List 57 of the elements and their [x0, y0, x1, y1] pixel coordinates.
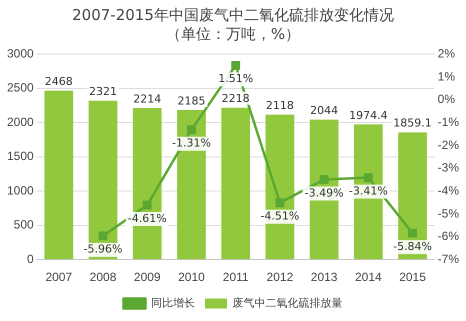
x-tick-label: 2007 — [45, 270, 72, 284]
y2-tick-label: 0% — [438, 92, 456, 106]
data-label: -1.31% — [172, 136, 211, 150]
y-tick-label: 2000 — [6, 114, 34, 129]
data-label: 2218 — [222, 92, 250, 106]
y-tick-label: 2500 — [6, 80, 34, 95]
y-tick-label: 0 — [27, 252, 34, 266]
data-label: -5.96% — [84, 242, 122, 256]
bar — [221, 108, 250, 260]
point — [98, 231, 108, 240]
data-label: 2185 — [177, 94, 206, 108]
legend-label: 同比增长 — [151, 296, 195, 310]
data-label: -3.49% — [304, 186, 344, 200]
point — [275, 198, 284, 208]
data-label: 2214 — [133, 92, 162, 106]
y2-tick-label: -3% — [438, 160, 460, 175]
data-label: 2468 — [44, 74, 73, 88]
y2-tick-label: -4% — [438, 183, 460, 198]
x-tick-label: 2012 — [266, 270, 294, 284]
data-label: 2044 — [310, 104, 338, 118]
data-label: -3.41% — [348, 184, 388, 198]
point — [142, 200, 152, 210]
y-tick-label: 3000 — [6, 46, 34, 61]
bar — [44, 90, 74, 260]
point — [187, 125, 196, 134]
data-label: -5.84% — [393, 240, 432, 253]
chart-subtitle: （单位：万吨，%） — [164, 25, 302, 44]
y2-tick-label: -5% — [438, 206, 460, 220]
y2-tick-label: -7% — [438, 252, 460, 266]
x-tick-label: 2008 — [90, 270, 117, 284]
point — [408, 228, 417, 238]
y2-tick-label: -2% — [438, 138, 460, 152]
x-tick-label: 2011 — [222, 270, 249, 284]
y2-tick-label: -1% — [438, 114, 460, 129]
data-label: 1859.1 — [393, 116, 432, 130]
point — [320, 175, 329, 184]
x-tick-label: 2015 — [399, 270, 426, 284]
y-tick-label: 1500 — [6, 149, 34, 164]
x-tick-label: 2009 — [134, 270, 161, 284]
data-label: 1974.4 — [349, 108, 388, 122]
legend-label: 废气中二氧化硫排放量 — [232, 296, 342, 310]
data-label: 2118 — [266, 98, 294, 112]
point — [364, 173, 373, 182]
chart-title: 2007-2015年中国废气中二氧化硫排放变化情况 — [71, 6, 395, 25]
data-label: -4.61% — [128, 212, 167, 225]
x-tick-label: 2014 — [354, 270, 382, 284]
data-label: 1.51% — [218, 72, 254, 86]
y2-tick-label: -6% — [438, 229, 460, 244]
data-label: 2321 — [89, 85, 118, 98]
y2-tick-label: 2% — [438, 46, 456, 61]
y2-tick-label: 1% — [438, 69, 456, 84]
x-tick-label: 2013 — [310, 270, 338, 284]
y-tick-label: 500 — [14, 218, 34, 232]
data-label: -4.51% — [260, 210, 300, 223]
point — [231, 60, 240, 70]
x-tick-label: 2010 — [178, 270, 206, 284]
y-tick-label: 1000 — [6, 183, 34, 198]
